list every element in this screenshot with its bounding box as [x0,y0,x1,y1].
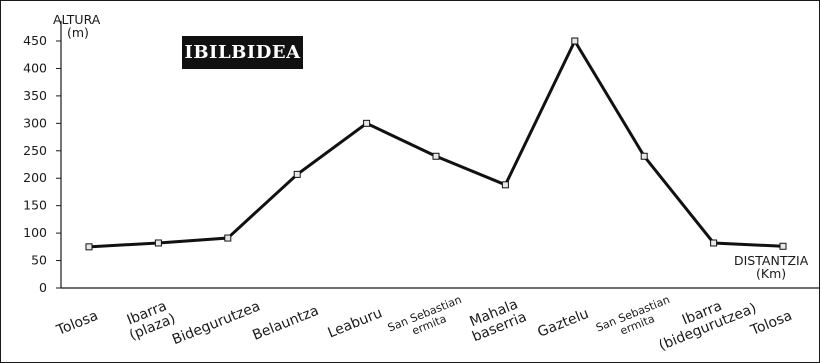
y-axis-title: ALTURA [53,12,101,27]
data-point [640,152,648,160]
x-axis-title: DISTANTZIA [734,253,809,268]
data-point [501,181,509,189]
chart-title: IBILBIDEA [182,36,303,69]
data-point [779,242,787,250]
data-point [710,239,718,247]
x-tick-label-line: Gaztelu [535,306,591,341]
y-axis-unit: (m) [67,25,89,40]
x-axis-unit: (Km) [756,266,787,281]
x-tick-label: Tolosa [54,308,101,339]
data-point [85,243,93,251]
x-tick-label-line: Belauntza [250,303,321,344]
x-tick-label-line: Tolosa [54,308,101,339]
y-tick-label: 150 [23,198,47,213]
data-point [293,170,301,178]
data-point [154,239,162,247]
y-tick-label: 400 [23,60,47,75]
x-tick-label: San Sebastianermita [386,293,468,346]
y-tick-label: 0 [39,280,47,295]
data-point [432,152,440,160]
x-tick-label: Ibarra(plaza) [122,297,178,344]
y-tick-label: 250 [23,143,47,158]
y-tick-label: 50 [31,253,47,268]
x-tick-label: Bidegurutzea [170,298,263,348]
series-line [88,37,784,249]
x-tick-label: Belauntza [250,303,321,344]
y-tick-label: 450 [23,33,47,48]
x-tick-label-line: Bidegurutzea [170,298,263,348]
data-point [363,119,371,127]
y-axis-label: ALTURA (m) [53,13,100,39]
y-tick-label: 100 [23,225,47,240]
y-tick-label: 200 [23,170,47,185]
data-point [571,37,579,45]
y-tick-label: 300 [23,115,47,130]
x-tick-label-line: Leaburu [326,305,385,341]
x-tick-label: Gaztelu [535,306,591,341]
x-tick-label: Leaburu [326,305,385,341]
x-tick-label: Mahalabaserria [464,295,529,345]
data-point [224,234,232,242]
x-axis-label: DISTANTZIA (Km) [734,254,808,280]
y-tick-label: 350 [23,88,47,103]
